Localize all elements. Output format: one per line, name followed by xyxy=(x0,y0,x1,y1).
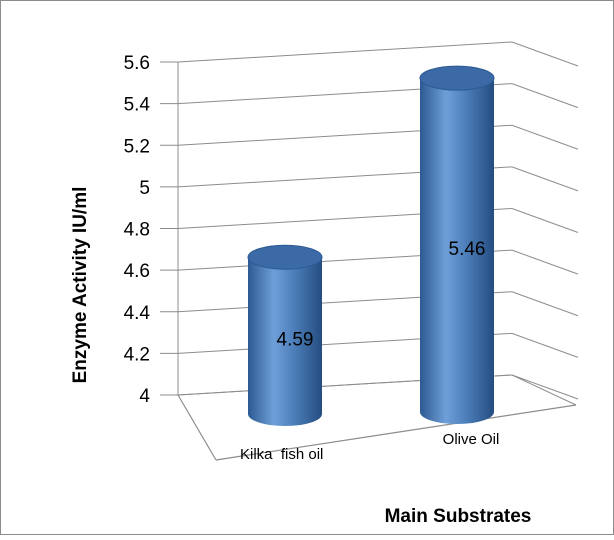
gridline-right-8 xyxy=(511,41,579,67)
y-tick-label-4: 4.8 xyxy=(124,220,150,241)
y-tick-label-3: 4.6 xyxy=(124,261,150,282)
y-tick-label-7: 5.4 xyxy=(124,95,151,116)
x-tick-label-1: Olive Oil xyxy=(443,431,500,448)
y-tick-label-2: 4.4 xyxy=(124,303,151,324)
bars: 4.59 5.46 xyxy=(247,65,495,426)
gridline-right-2 xyxy=(511,291,579,317)
y-tick-label-5: 5 xyxy=(139,178,150,199)
data-label-0: 4.59 xyxy=(277,330,314,351)
x-tick-labels: Kilka fish oil Olive Oil xyxy=(240,431,499,463)
gridline-right-3 xyxy=(511,249,579,275)
y-tick-label-1: 4.2 xyxy=(124,344,150,365)
axes-frame xyxy=(177,62,577,461)
x-tick-label-0: Kilka fish oil xyxy=(240,446,323,463)
bar-top-0 xyxy=(247,244,323,270)
gridline-right-5 xyxy=(511,166,579,192)
floor-left-edge xyxy=(177,394,217,461)
bar-0: 4.59 xyxy=(247,244,323,426)
bar-body-1 xyxy=(420,78,494,424)
y-tick-label-8: 5.6 xyxy=(124,53,150,74)
bar-1: 5.46 xyxy=(419,65,495,424)
gridline-right-1 xyxy=(511,332,579,358)
y-tick-labels: 4 4.2 4.4 4.6 4.8 5 5.2 5.4 5.6 xyxy=(124,53,151,407)
y-tick-label-6: 5.2 xyxy=(124,136,150,157)
y-tick-label-0: 4 xyxy=(139,386,150,407)
gridline-8 xyxy=(177,41,513,63)
bar-top-1 xyxy=(419,65,495,91)
y-axis-label: Enzyme Activity IU/ml xyxy=(70,187,91,384)
gridline-right-7 xyxy=(511,83,579,109)
floor-right-edge xyxy=(511,374,577,406)
data-label-1: 5.46 xyxy=(449,239,486,260)
x-axis-label: Main Substrates xyxy=(385,506,532,527)
gridline-right-0 xyxy=(511,374,579,400)
gridline-right-6 xyxy=(511,124,579,150)
floor-front-edge xyxy=(215,404,577,461)
bar-body-0 xyxy=(248,257,322,426)
gridline-right-4 xyxy=(511,208,579,233)
